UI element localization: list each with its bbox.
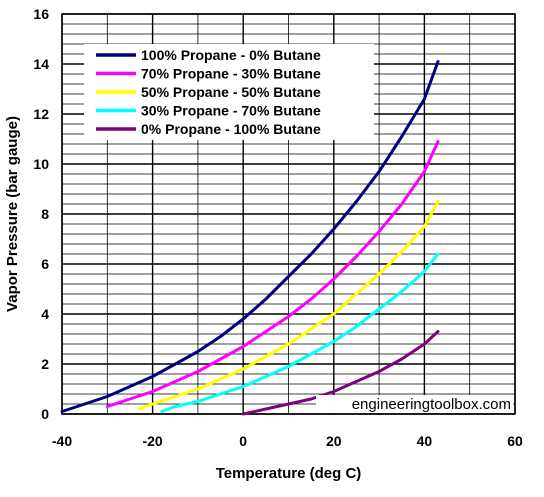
y-tick-label: 0 [41, 406, 49, 422]
tick-labels: -40 -20 0 20 40 60 0 2 4 6 8 10 12 14 16 [33, 6, 523, 449]
x-tick-label: -20 [142, 433, 162, 449]
series-line [137, 200, 440, 411]
x-tick-label: -40 [52, 433, 72, 449]
y-tick-label: 8 [41, 206, 49, 222]
series-line [60, 60, 440, 413]
plot-frame [61, 13, 516, 415]
y-tick-label: 10 [33, 156, 49, 172]
y-tick-label: 14 [33, 56, 49, 72]
x-tick-label: 40 [417, 433, 433, 449]
y-tick-label: 12 [33, 106, 49, 122]
legend-label: 0% Propane - 100% Butane [141, 121, 321, 137]
watermark-backdrop [316, 395, 513, 413]
y-tick-label: 6 [41, 256, 49, 272]
series-line [105, 140, 440, 408]
legend-label: 70% Propane - 30% Butane [141, 65, 321, 81]
y-tick-label: 4 [41, 306, 49, 322]
legend-label: 30% Propane - 70% Butane [141, 102, 321, 118]
watermark-text: engineeringtoolbox.com [352, 396, 511, 413]
series-line [241, 330, 440, 416]
series-line [160, 252, 440, 413]
x-axis-title: Temperature (deg C) [216, 465, 362, 482]
y-tick-label: 16 [33, 6, 49, 22]
x-tick-label: 60 [507, 433, 523, 449]
x-tick-label: 20 [326, 433, 342, 449]
y-axis-title: Vapor Pressure (bar gauge) [4, 116, 21, 312]
series-lines [60, 60, 440, 416]
legend: 100% Propane - 0% Butane 70% Propane - 30… [84, 44, 374, 140]
legend-label: 100% Propane - 0% Butane [141, 47, 321, 63]
legend-label: 50% Propane - 50% Butane [141, 84, 321, 100]
y-tick-label: 2 [41, 356, 49, 372]
x-tick-label: 0 [239, 433, 247, 449]
